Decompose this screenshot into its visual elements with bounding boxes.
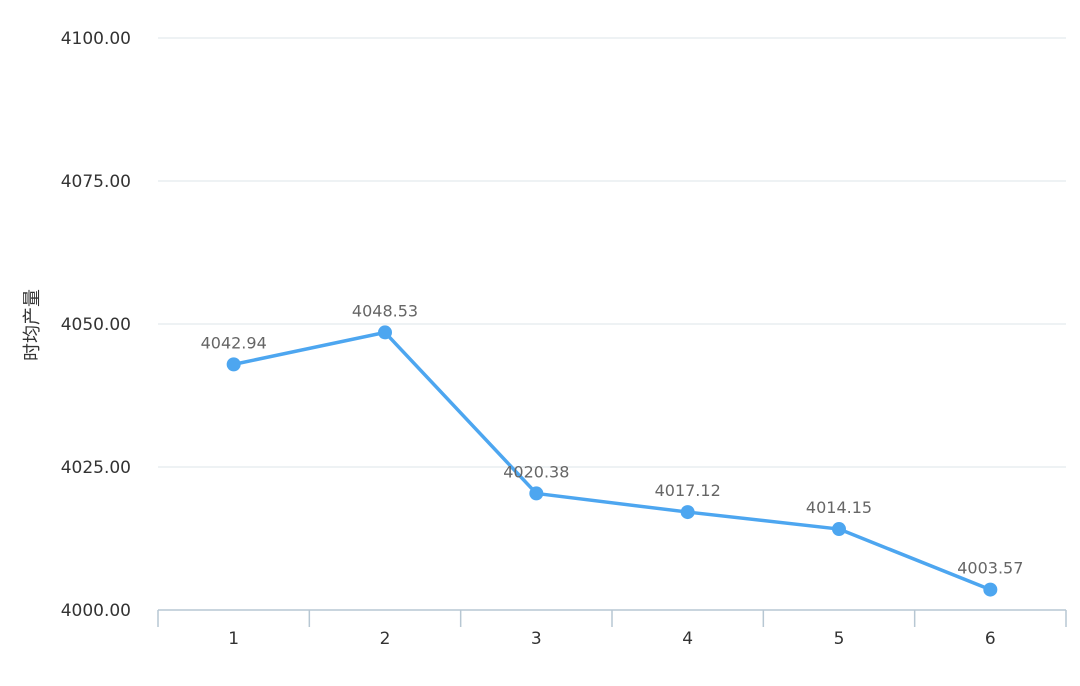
data-label: 4003.57	[957, 559, 1023, 578]
y-tick-label: 4100.00	[61, 29, 131, 49]
data-point[interactable]	[226, 357, 241, 372]
data-labels: 4042.94 4048.53 4020.38 4017.12 4014.15 4003.…	[201, 301, 1024, 577]
data-label: 4017.12	[655, 481, 721, 500]
y-tick-label: 4075.00	[61, 172, 131, 192]
y-tick-label: 4000.00	[61, 601, 131, 621]
data-label: 4020.38	[503, 462, 569, 481]
data-label: 4042.94	[201, 333, 267, 352]
y-tick-label: 4050.00	[61, 315, 131, 335]
y-axis-label: 时均产量	[22, 289, 43, 361]
data-point[interactable]	[983, 582, 998, 597]
data-point[interactable]	[680, 505, 695, 520]
x-axis-ticks: 1 2 3 4 5 6	[228, 629, 995, 649]
data-label: 4014.15	[806, 498, 872, 517]
series	[226, 325, 998, 597]
y-tick-label: 4025.00	[61, 458, 131, 478]
x-tick-label: 1	[228, 629, 239, 649]
x-tick-label: 3	[531, 629, 542, 649]
x-tick-label: 5	[834, 629, 845, 649]
data-point[interactable]	[529, 486, 544, 501]
y-axis-ticks: 4000.00 4025.00 4050.00 4075.00 4100.00	[61, 29, 131, 621]
data-point[interactable]	[832, 522, 846, 537]
series-line	[231, 330, 993, 592]
x-axis	[157, 609, 1067, 627]
x-tick-label: 2	[380, 629, 391, 649]
x-tick-label: 4	[682, 629, 693, 649]
data-point[interactable]	[378, 325, 392, 340]
data-label: 4048.53	[352, 301, 418, 320]
gridlines	[158, 37, 1066, 468]
x-tick-label: 6	[985, 629, 996, 649]
